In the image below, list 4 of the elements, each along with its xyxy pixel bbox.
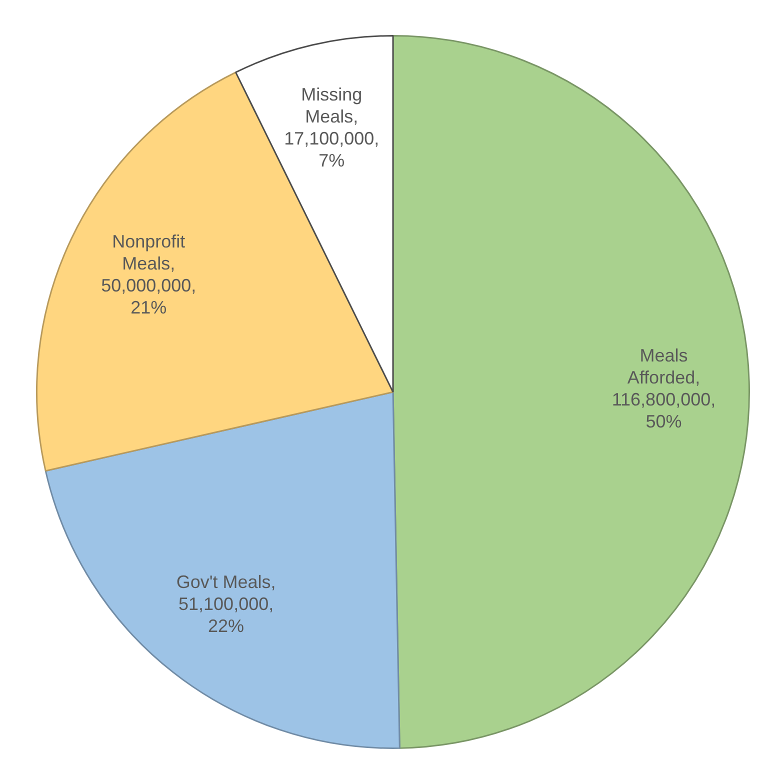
slice-label: Meals Afforded, 116,800,000, 50% (612, 345, 716, 432)
slice-label: Missing Meals, 17,100,000, 7% (284, 84, 380, 170)
slice-label: Gov't Meals, 51,100,000, 22% (176, 572, 276, 636)
slice-label: Nonprofit Meals, 50,000,000, 21% (101, 231, 196, 318)
